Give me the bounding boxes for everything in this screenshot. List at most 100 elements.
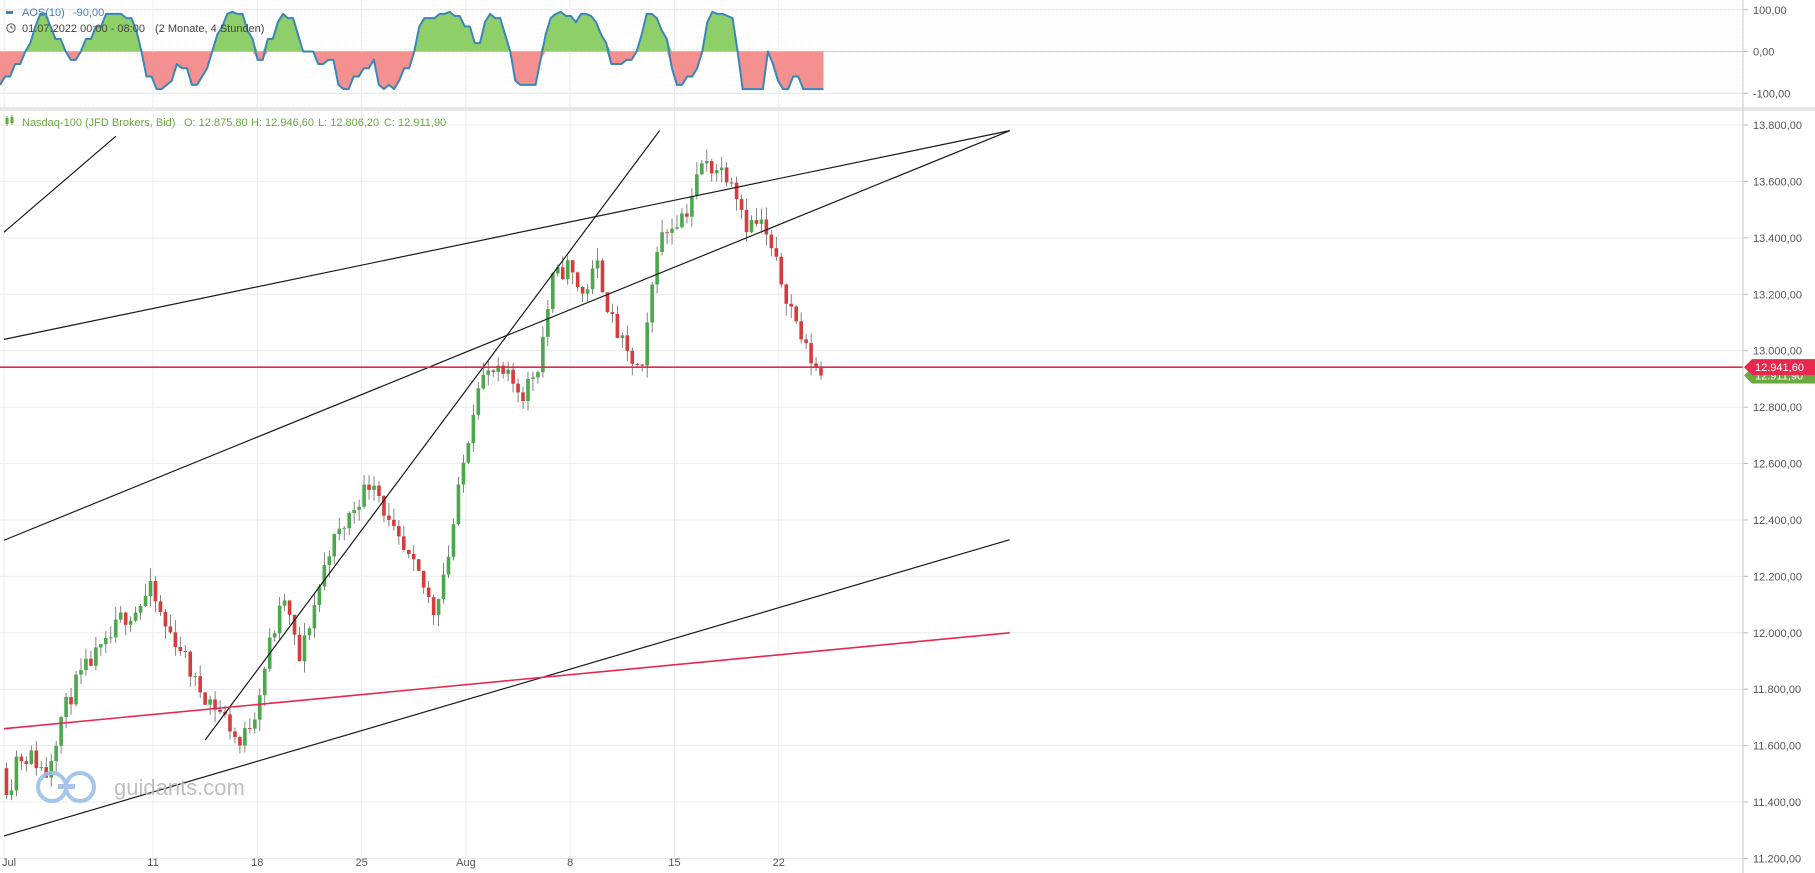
- candle-down: [292, 614, 297, 635]
- candle-down: [779, 256, 784, 285]
- candle-down: [421, 570, 426, 588]
- candle-up: [84, 658, 88, 671]
- candle-up: [660, 232, 664, 252]
- candle-down: [158, 601, 163, 613]
- trend-lines[interactable]: [0, 130, 1743, 837]
- candle-up: [551, 273, 555, 309]
- oscillator-positive-area: [0, 11, 824, 52]
- candlestick-series: [4, 149, 823, 801]
- candle-up: [695, 174, 699, 197]
- time-tick-label: 15: [668, 857, 680, 869]
- candle-up: [719, 167, 724, 171]
- candle-down: [123, 612, 128, 625]
- candle-up: [272, 633, 277, 638]
- candle-up: [506, 369, 510, 374]
- candle-down: [69, 697, 73, 705]
- candle-up: [208, 699, 212, 705]
- candle-up: [193, 676, 198, 678]
- candle-down: [521, 392, 525, 402]
- oscillator-legend-swatch: [6, 11, 13, 14]
- candle-down: [248, 728, 252, 730]
- candle-up: [481, 374, 486, 389]
- candle-down: [819, 368, 823, 376]
- price-tick-label: 11.400,00: [1753, 797, 1801, 809]
- price-tick-label: 12.200,00: [1753, 571, 1802, 583]
- candle-up: [327, 556, 332, 565]
- trend-line: [204, 130, 661, 741]
- candle-down: [297, 634, 302, 662]
- candle-up: [436, 598, 441, 615]
- candle-up: [113, 619, 118, 638]
- candle-up: [253, 719, 257, 729]
- candle-up: [104, 637, 108, 645]
- candle-up: [526, 378, 530, 402]
- candle-up: [466, 443, 471, 463]
- price-grid: [0, 110, 1743, 862]
- candle-down: [570, 260, 575, 273]
- time-tick-label: 18: [251, 857, 263, 869]
- candle-up: [590, 268, 595, 290]
- candle-down: [630, 350, 635, 364]
- candle-up: [362, 484, 366, 507]
- instrument-legend[interactable]: Nasdaq-100 (JFD Brokers, Bid) O: 12.875,…: [5, 115, 447, 129]
- price-tick-label: 13.400,00: [1753, 233, 1802, 245]
- price-tick-label: 11.800,00: [1753, 684, 1801, 696]
- time-tick-label: 25: [355, 857, 367, 869]
- candle-up: [347, 513, 351, 529]
- candle-down: [34, 750, 39, 769]
- candle-down: [24, 761, 29, 765]
- candle-down: [774, 248, 779, 257]
- price-tick-label: 13.800,00: [1753, 120, 1802, 132]
- price-tick-label: 12.800,00: [1753, 402, 1802, 414]
- candle-down: [640, 364, 645, 366]
- candle-up: [749, 220, 754, 233]
- candle-up: [79, 670, 83, 675]
- candle-up: [307, 628, 312, 636]
- candle-up: [94, 647, 98, 666]
- candle-up: [317, 586, 322, 606]
- candle-up: [74, 674, 78, 705]
- candle-up: [54, 745, 58, 762]
- candle-down: [406, 549, 411, 554]
- candle-up: [700, 163, 704, 175]
- trend-line: [3, 135, 117, 233]
- price-tick-label: 11.200,00: [1753, 853, 1801, 865]
- candle-up: [277, 605, 282, 634]
- candle-down: [426, 587, 431, 598]
- oscillator-legend-name: AOS(10): [22, 7, 65, 19]
- candle-down: [516, 383, 520, 393]
- candle-down: [218, 709, 222, 712]
- panel-separator[interactable]: [0, 107, 1815, 111]
- ohlc-open: O: 12.875,80: [184, 117, 248, 129]
- candle-down: [178, 647, 183, 652]
- candle-down: [615, 313, 620, 339]
- candle-up: [64, 697, 68, 717]
- candle-down: [814, 363, 818, 369]
- candle-down: [789, 303, 794, 307]
- oscillator-panel: 100,00 0,00 -100,00: [0, 0, 1790, 108]
- candle-down: [809, 343, 813, 364]
- hline-price-badge-shape: [1744, 359, 1815, 376]
- candle-up: [342, 528, 347, 530]
- candle-up: [456, 484, 461, 525]
- candle-down: [397, 526, 401, 537]
- candle-up: [546, 308, 550, 337]
- candle-down: [213, 699, 217, 710]
- candle-down: [89, 658, 93, 666]
- candle-up: [128, 620, 133, 625]
- time-tick-label: Jul: [2, 857, 16, 869]
- price-tick-label: 11.600,00: [1753, 741, 1801, 753]
- candle-down: [377, 485, 381, 497]
- candle-down: [724, 167, 729, 183]
- candle-up: [143, 596, 148, 607]
- oscillator-legend[interactable]: AOS(10) -90,00: [6, 7, 104, 19]
- candle-up: [536, 372, 540, 378]
- candle-down: [625, 335, 630, 351]
- price-tick-label: 12.600,00: [1753, 459, 1802, 471]
- candle-up: [461, 462, 466, 485]
- candle-up: [670, 228, 674, 233]
- candle-down: [580, 286, 585, 294]
- candle-down: [739, 199, 744, 210]
- candle-down: [635, 363, 640, 365]
